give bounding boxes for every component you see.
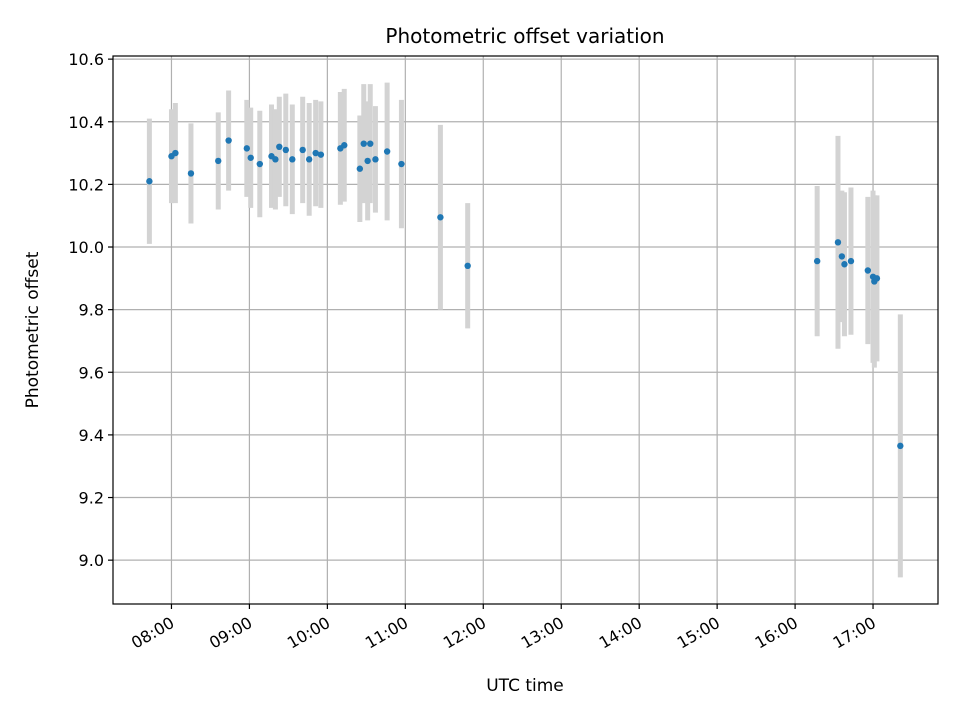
- data-point: [146, 178, 153, 185]
- y-tick-label: 9.0: [79, 551, 104, 570]
- data-point: [247, 154, 254, 161]
- data-point: [272, 156, 279, 163]
- data-point: [360, 140, 367, 147]
- data-point: [813, 257, 821, 265]
- data-point: [243, 145, 251, 152]
- data-point: [383, 148, 391, 155]
- y-tick-label: 9.4: [79, 426, 104, 445]
- data-point: [215, 157, 222, 165]
- data-point: [873, 275, 881, 282]
- data-point: [317, 151, 325, 158]
- data-point: [437, 214, 444, 221]
- data-point: [838, 253, 846, 260]
- data-point: [256, 160, 264, 168]
- y-tick-label: 10.2: [68, 175, 104, 194]
- data-point: [364, 157, 371, 165]
- data-point: [276, 143, 283, 151]
- data-point: [356, 165, 364, 172]
- data-point: [372, 156, 379, 163]
- data-point: [312, 149, 319, 157]
- y-tick-label: 9.6: [79, 363, 104, 382]
- y-tick-label: 9.2: [79, 489, 104, 508]
- data-point: [841, 261, 848, 268]
- data-point: [282, 146, 289, 154]
- x-axis-title: UTC time: [486, 676, 564, 696]
- plot-frame: [112, 55, 939, 605]
- data-point: [341, 142, 348, 149]
- data-point: [834, 239, 842, 246]
- data-point: [367, 140, 374, 147]
- data-points: [146, 137, 904, 450]
- chart-title: Photometric offset variation: [385, 24, 664, 48]
- data-point: [305, 156, 313, 163]
- y-tick-label: 10.0: [68, 238, 104, 257]
- data-point: [187, 170, 195, 177]
- y-tick-label: 9.8: [79, 301, 104, 320]
- data-point: [225, 137, 232, 144]
- data-point: [464, 262, 471, 270]
- data-point: [299, 146, 306, 154]
- data-point: [398, 160, 405, 168]
- data-point: [897, 442, 904, 450]
- data-point: [864, 267, 872, 274]
- data-point: [847, 257, 855, 265]
- data-point: [172, 149, 179, 157]
- y-axis-ticks: 9.0 9.2 9.4 9.6 9.8 10.0 10.2 10.4 10.6: [68, 50, 113, 570]
- y-tick-label: 10.4: [68, 113, 104, 132]
- y-axis-title: Photometric offset: [23, 251, 43, 408]
- grid-lines: [113, 56, 938, 604]
- data-point: [289, 156, 296, 163]
- y-tick-label: 10.6: [68, 50, 104, 69]
